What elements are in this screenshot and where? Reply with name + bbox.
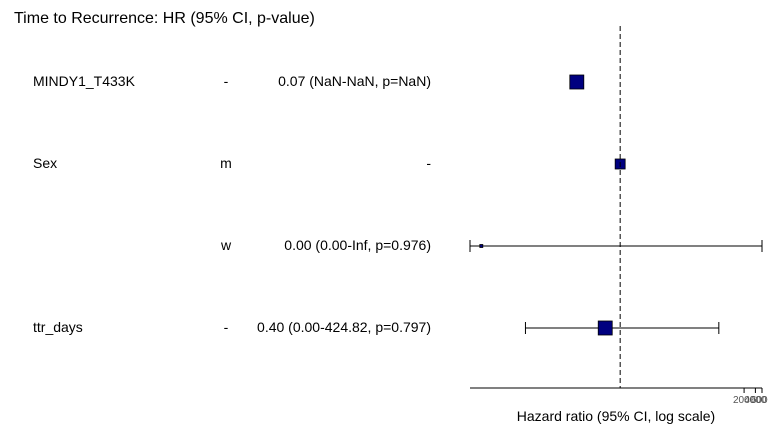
row-level-label: - [223, 73, 229, 89]
row-level-label: m [220, 155, 232, 171]
row-estimate-label: - [426, 155, 431, 171]
row-level-label: - [223, 319, 229, 335]
x-tick-label: 6000 [751, 395, 768, 406]
row-estimate-label: 0.07 (NaN-NaN, p=NaN) [278, 73, 431, 89]
row-variable-label: ttr_days [33, 319, 83, 335]
x-tick-label: 2000 [733, 395, 756, 406]
x-tick-label: 4000 [744, 395, 767, 406]
hr-point [569, 74, 585, 90]
row-estimate-label: 0.40 (0.00-424.82, p=0.797) [257, 319, 431, 335]
hr-point [597, 320, 613, 336]
chart-title: Time to Recurrence: HR (95% CI, p-value) [14, 10, 315, 27]
row-estimate-label: 0.00 (0.00-Inf, p=0.976) [284, 237, 431, 253]
row-level-label: w [220, 237, 232, 253]
hr-point [479, 244, 484, 248]
row-variable-label: MINDY1_T433K [33, 73, 135, 89]
row-variable-label: Sex [33, 155, 58, 171]
x-axis-label: Hazard ratio (95% CI, log scale) [516, 408, 716, 424]
